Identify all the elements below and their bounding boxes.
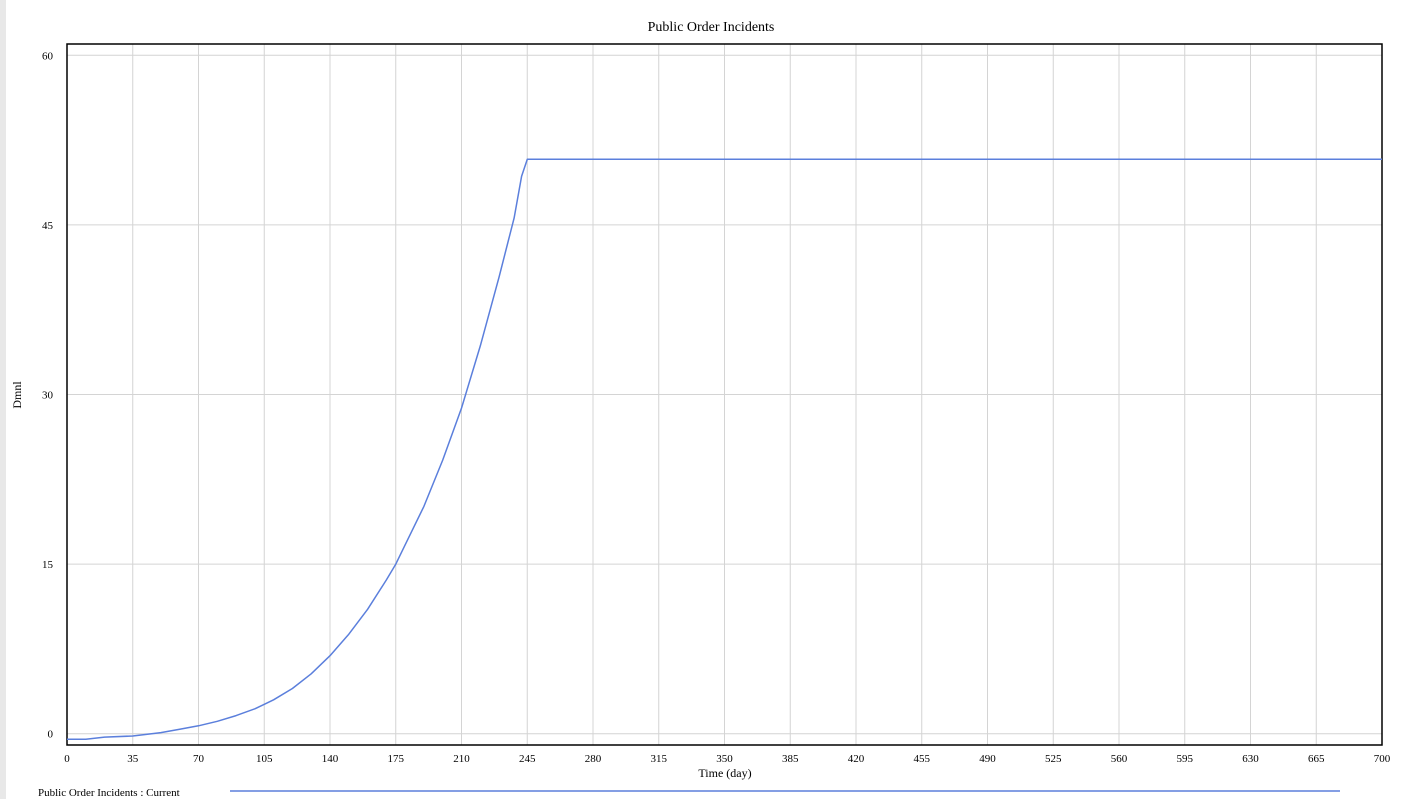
x-tick-label: 245 <box>519 753 536 765</box>
y-tick-label: 60 <box>42 50 54 62</box>
x-tick-label: 595 <box>1177 753 1194 765</box>
x-tick-label: 210 <box>453 753 470 765</box>
y-axis-label: Dmnl <box>10 381 24 409</box>
x-tick-label: 35 <box>127 753 139 765</box>
x-tick-label: 665 <box>1308 753 1325 765</box>
x-tick-label: 455 <box>914 753 931 765</box>
x-tick-label: 630 <box>1242 753 1259 765</box>
x-tick-label: 525 <box>1045 753 1062 765</box>
y-tick-labels: 0 15 30 45 60 <box>42 50 54 740</box>
legend-label: Public Order Incidents : Current <box>38 787 180 799</box>
x-tick-label: 385 <box>782 753 799 765</box>
series-line-0 <box>67 158 1382 741</box>
y-tick-label: 45 <box>42 220 54 232</box>
x-tick-label: 350 <box>716 753 733 765</box>
x-axis-label: Time (day) <box>698 766 751 780</box>
left-edge-strip <box>0 0 6 799</box>
x-tick-label: 280 <box>585 753 602 765</box>
x-tick-label: 0 <box>64 753 70 765</box>
x-tick-label: 315 <box>651 753 668 765</box>
x-tick-label: 420 <box>848 753 865 765</box>
x-tick-label: 105 <box>256 753 273 765</box>
x-tick-label: 175 <box>388 753 405 765</box>
y-tick-label: 0 <box>48 729 54 741</box>
x-tick-label: 560 <box>1111 753 1128 765</box>
y-tick-label: 15 <box>42 559 54 571</box>
series-lines <box>67 158 1382 741</box>
x-tick-labels: 0 35 70 105 140 175 210 245 280 315 350 385 420 455 49… <box>64 753 1391 765</box>
legend: Public Order Incidents : Current <box>38 787 1340 799</box>
grid-lines <box>66 44 1383 745</box>
x-tick-label: 70 <box>193 753 205 765</box>
y-tick-label: 30 <box>42 390 54 402</box>
x-tick-label: 490 <box>979 753 996 765</box>
x-tick-label: 140 <box>322 753 339 765</box>
plot-area-frame <box>66 43 1383 746</box>
chart-title: Public Order Incidents <box>648 20 775 35</box>
x-tick-label: 700 <box>1374 753 1391 765</box>
